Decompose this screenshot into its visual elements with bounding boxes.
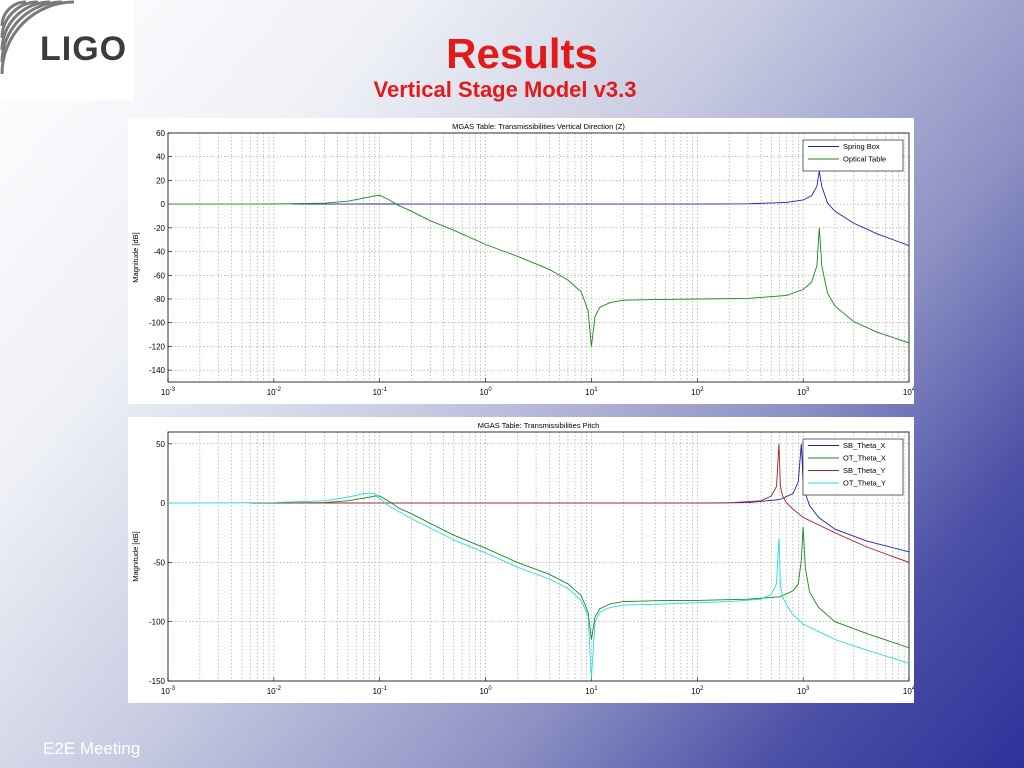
- y-tick-label: -60: [153, 271, 165, 280]
- logo-text: LIGO: [40, 30, 128, 68]
- y-tick-label: -120: [149, 342, 166, 351]
- series-line-ot-theta-y: [168, 492, 909, 679]
- chart-title: MGAS Table: Transmissibilities Pitch: [478, 421, 600, 430]
- y-axis-label: Magnitude [dB]: [131, 531, 140, 581]
- x-tick-label: 102: [691, 686, 704, 696]
- y-tick-label: -100: [149, 618, 166, 627]
- y-tick-label: 60: [156, 129, 165, 138]
- x-tick-label: 10-1: [373, 686, 388, 696]
- ligo-logo-arcs: [0, 0, 75, 75]
- y-tick-label: -40: [153, 248, 165, 257]
- series-line-sb-theta-y: [250, 443, 909, 563]
- x-tick-label: 10-2: [267, 387, 282, 397]
- y-tick-label: -150: [149, 677, 166, 686]
- x-tick-label: 10-1: [373, 387, 388, 397]
- series-group: [168, 443, 909, 679]
- axes-box: [167, 132, 910, 383]
- legend: Spring Box Optical Table: [802, 139, 904, 172]
- legend-box: [802, 139, 904, 172]
- y-tick-label: -140: [149, 366, 166, 375]
- legend-label: Spring Box: [843, 142, 880, 151]
- x-tick-label: 103: [797, 387, 810, 397]
- series-group: [168, 170, 909, 347]
- footer-text: E2E Meeting: [43, 739, 141, 758]
- ligo-logo: LIGO: [0, 0, 134, 100]
- series-line-spring-box: [292, 170, 909, 247]
- legend-label: OT_Theta_X: [843, 454, 886, 463]
- x-tick-label: 101: [585, 686, 598, 696]
- chart-vertical-direction: MGAS Table: Transmissibilities Vertical …: [128, 118, 916, 404]
- y-tick-label: 0: [161, 499, 166, 508]
- axes-box: [167, 431, 910, 682]
- x-tick-label: 104: [903, 686, 914, 696]
- legend-label: Optical Table: [843, 155, 886, 164]
- x-tick-label: 100: [479, 686, 492, 696]
- slide-title: Results: [446, 30, 598, 77]
- series-line-ot-theta-x: [273, 495, 909, 649]
- plot-area: [168, 432, 909, 681]
- legend-box: [802, 438, 904, 496]
- y-tick-label: 50: [156, 440, 165, 449]
- legend-label: SB_Theta_Y: [843, 466, 886, 475]
- chart-pitch: MGAS Table: Transmissibilities Pitch Magn…: [128, 417, 916, 703]
- series-line-optical-table: [168, 194, 909, 347]
- x-tick-label: 103: [797, 686, 810, 696]
- y-tick-label: 0: [161, 200, 166, 209]
- legend-label: OT_Theta_Y: [843, 479, 886, 488]
- slide-subtitle: Vertical Stage Model v3.3: [373, 77, 637, 102]
- x-tick-label: 101: [585, 387, 598, 397]
- y-tick-label: -100: [149, 319, 166, 328]
- y-tick-label: -80: [153, 295, 165, 304]
- chart-vertical-svg: MGAS Table: Transmissibilities Vertical …: [131, 122, 916, 397]
- plot-area: [168, 133, 909, 382]
- y-tick-label: 20: [156, 176, 165, 185]
- x-tick-label: 10-2: [267, 686, 282, 696]
- x-tick-label: 100: [479, 387, 492, 397]
- y-tick-label: -50: [153, 558, 165, 567]
- x-tick-label: 102: [691, 387, 704, 397]
- x-tick-label: 10-3: [161, 387, 176, 397]
- x-tick-label: 10-3: [161, 686, 176, 696]
- x-tick-label: 104: [903, 387, 914, 397]
- y-tick-label: 40: [156, 153, 165, 162]
- y-axis-label: Magnitude [dB]: [131, 232, 140, 282]
- legend: SB_Theta_X OT_Theta_X SB_Theta_Y OT_Theta_Y: [802, 438, 904, 496]
- legend-label: SB_Theta_X: [843, 441, 886, 450]
- y-tick-label: -20: [153, 224, 165, 233]
- chart-pitch-svg: MGAS Table: Transmissibilities Pitch Magn…: [131, 421, 916, 696]
- chart-title: MGAS Table: Transmissibilities Vertical …: [452, 122, 625, 131]
